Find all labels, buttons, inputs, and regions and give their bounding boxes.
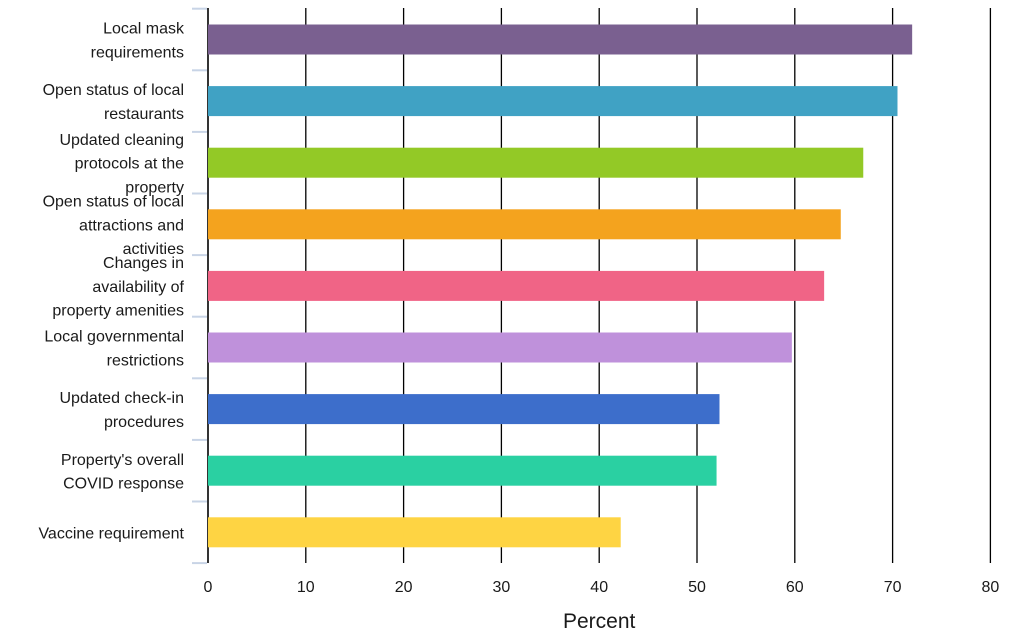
bar-4: [208, 209, 841, 240]
bar-3: [208, 147, 864, 178]
category-label: Local mask requirements: [91, 21, 185, 62]
x-tick-label: 60: [786, 579, 804, 596]
bar-8: [208, 455, 717, 486]
category-label: Local governmental restrictions: [44, 329, 184, 370]
bar-2: [208, 86, 898, 117]
x-axis-title: Percent: [563, 610, 636, 633]
x-tick-label: 0: [204, 579, 213, 596]
category-label: Updated check-in procedures: [59, 390, 184, 431]
category-label: Vaccine requirement: [38, 525, 184, 542]
x-tick-label: 80: [982, 579, 1000, 596]
category-labels: Local mask requirements Open status of loc…: [38, 21, 185, 543]
category-label: Property's overall COVID response: [61, 452, 184, 493]
x-tick-label: 70: [884, 579, 902, 596]
x-tick-label: 50: [688, 579, 706, 596]
bar-5: [208, 270, 825, 301]
bar-7: [208, 394, 720, 425]
category-label: Open status of local attractions and activ…: [43, 194, 184, 259]
x-tick-labels: 0 10 20 30 40 50 60 70 80: [204, 579, 1000, 596]
bars: [208, 24, 913, 548]
category-label: Open status of local restaurants: [43, 82, 184, 123]
x-tick-label: 40: [590, 579, 608, 596]
bar-6: [208, 332, 792, 363]
category-label: Changes in availability of property amenit…: [52, 255, 184, 320]
bar-9: [208, 517, 621, 548]
x-tick-label: 10: [297, 579, 315, 596]
category-label: Updated cleaning protocols at the property: [59, 132, 184, 197]
x-tick-label: 30: [493, 579, 511, 596]
bar-1: [208, 24, 913, 55]
x-tick-label: 20: [395, 579, 413, 596]
